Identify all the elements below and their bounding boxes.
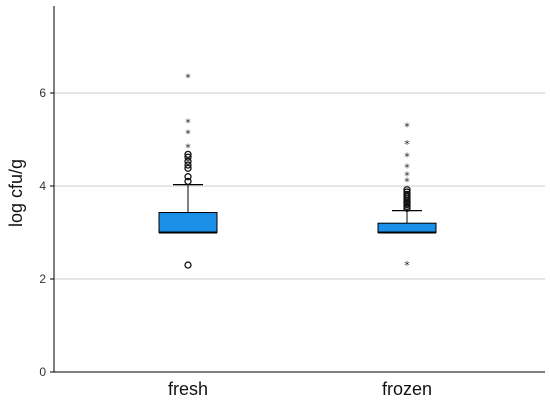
box-rect-fresh bbox=[158, 212, 218, 234]
extreme-fresh-0: * bbox=[185, 141, 191, 154]
category-labels: fresh frozen bbox=[168, 379, 432, 399]
box-fresh: **** bbox=[158, 72, 218, 269]
outlier-frozen-8 bbox=[403, 190, 411, 199]
extreme-frozen-1: * bbox=[404, 169, 410, 182]
grid-lines bbox=[54, 92, 545, 280]
y-tick-label-0: 0 bbox=[39, 365, 46, 379]
outlier-fresh-3 bbox=[184, 161, 192, 169]
y-tick-labels: 0 2 4 6 bbox=[39, 86, 54, 379]
outlier-frozen-9 bbox=[403, 188, 411, 196]
extreme-fresh-3: * bbox=[185, 72, 191, 85]
y-tick-label-4: 4 bbox=[39, 179, 46, 193]
extreme-frozen-4: * bbox=[404, 138, 410, 151]
category-label-fresh: fresh bbox=[168, 379, 208, 399]
outlier-fresh-6 bbox=[184, 150, 192, 159]
extreme-fresh-1: * bbox=[185, 127, 191, 140]
outlier-fresh-0 bbox=[184, 177, 192, 186]
y-axis-title: log cfu/g bbox=[6, 159, 26, 227]
y-tick-label-6: 6 bbox=[39, 86, 46, 100]
extreme-frozen-6: * bbox=[404, 259, 410, 272]
box-rect-frozen bbox=[377, 222, 437, 233]
outlier-fresh-5 bbox=[184, 153, 192, 161]
outlier-fresh-7 bbox=[184, 261, 192, 269]
outlier-fresh-4 bbox=[184, 157, 192, 166]
extreme-frozen-0: * bbox=[404, 175, 410, 188]
category-label-frozen: frozen bbox=[382, 379, 432, 399]
outlier-fresh-2 bbox=[184, 164, 192, 172]
outlier-frozen-10 bbox=[403, 186, 411, 194]
outlier-fresh-1 bbox=[184, 173, 192, 181]
extreme-frozen-5: * bbox=[404, 120, 410, 133]
extreme-frozen-2: * bbox=[404, 161, 410, 174]
y-tick-label-2: 2 bbox=[39, 272, 46, 286]
extreme-frozen-3: * bbox=[404, 151, 410, 164]
box-frozen: ******* bbox=[377, 120, 437, 272]
boxes: *********** bbox=[158, 72, 437, 272]
extreme-fresh-2: * bbox=[185, 116, 191, 129]
